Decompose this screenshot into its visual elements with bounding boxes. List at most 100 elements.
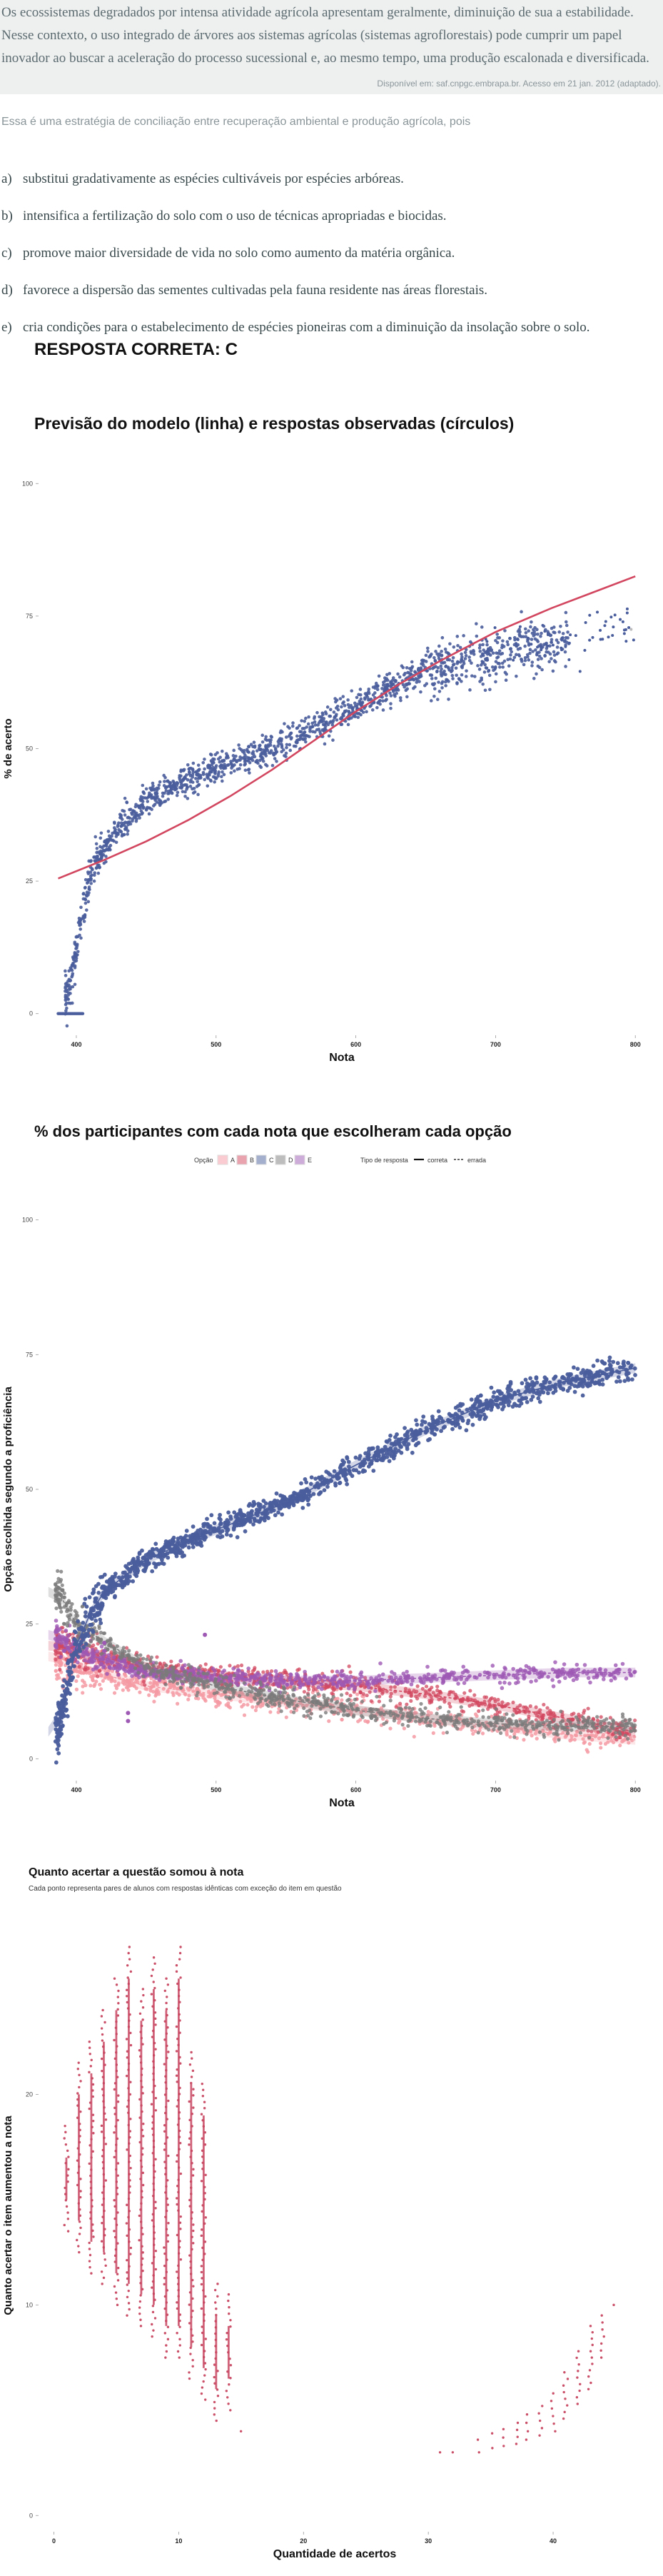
chart2-point-e bbox=[163, 1668, 168, 1672]
chart1-observed-point bbox=[527, 643, 531, 647]
chart2-point-d bbox=[280, 1674, 284, 1679]
chart2-point-e bbox=[260, 1696, 264, 1701]
chart2-point-b bbox=[348, 1670, 353, 1674]
chart2-point-a bbox=[54, 1663, 59, 1667]
chart2-point-b bbox=[582, 1709, 587, 1713]
chart1-observed-point bbox=[196, 780, 199, 784]
chart1-observed-point bbox=[625, 611, 629, 615]
chart2-point-b bbox=[462, 1691, 467, 1695]
chart2-point-e bbox=[302, 1706, 306, 1711]
chart1-observed-point bbox=[130, 812, 134, 816]
chart1-observed-point bbox=[243, 760, 247, 764]
chart2-point-c bbox=[102, 1572, 107, 1577]
chart1-observed-point bbox=[65, 981, 69, 985]
chart2-point-e bbox=[56, 1569, 60, 1573]
chart2-point-a bbox=[618, 1744, 622, 1748]
chart2-point-c bbox=[546, 1391, 550, 1396]
chart2-point-d bbox=[609, 1678, 614, 1683]
chart1-observed-point bbox=[108, 836, 112, 840]
chart2-point-e bbox=[351, 1701, 356, 1706]
chart1-observed-point bbox=[346, 723, 350, 727]
chart2-point-d bbox=[179, 1673, 184, 1677]
chart2-point-d bbox=[322, 1674, 326, 1679]
chart1-observed-point bbox=[194, 777, 198, 780]
chart1-observed-point bbox=[603, 624, 607, 628]
chart1-observed-point bbox=[564, 610, 568, 615]
chart1-observed-point bbox=[64, 986, 67, 990]
chart2-point-a bbox=[606, 1740, 610, 1744]
chart1-observed-point bbox=[567, 641, 571, 645]
chart1-observed-point bbox=[366, 698, 370, 702]
chart1-observed-point bbox=[170, 785, 174, 788]
chart2-band-a bbox=[48, 1651, 636, 1745]
chart1-observed-point bbox=[113, 821, 116, 825]
chart2-point-a bbox=[143, 1686, 148, 1691]
option-text: intensifica a fertilização do solo com o… bbox=[23, 208, 447, 223]
chart2-point-b bbox=[467, 1704, 472, 1708]
legend-swatch-c bbox=[255, 1154, 267, 1165]
chart1-observed-point bbox=[523, 658, 527, 663]
chart1-model-line bbox=[58, 575, 636, 880]
chart2-point-a bbox=[621, 1739, 625, 1743]
chart2-point-e bbox=[511, 1713, 515, 1717]
chart2-point-e bbox=[425, 1724, 430, 1728]
chart1-observed-point bbox=[447, 668, 451, 672]
chart1-observed-point bbox=[201, 760, 206, 765]
chart1-observed-point bbox=[238, 763, 243, 767]
chart1-observed-point bbox=[596, 610, 599, 614]
chart2-point-e bbox=[192, 1679, 197, 1683]
chart2-point-d bbox=[335, 1683, 340, 1688]
chart1-observed-point bbox=[83, 886, 87, 890]
chart1-observed-point bbox=[495, 656, 499, 660]
chart2-point-c bbox=[82, 1601, 87, 1606]
chart2-point-e bbox=[268, 1686, 272, 1691]
chart1-observed-point bbox=[99, 831, 103, 835]
chart2-point-b bbox=[439, 1691, 443, 1695]
chart2-point-a bbox=[581, 1737, 585, 1741]
chart1-observed-point bbox=[323, 742, 327, 746]
chart2-point-d bbox=[241, 1672, 245, 1677]
chart2-point-e bbox=[527, 1721, 532, 1726]
chart2-point-c bbox=[65, 1714, 70, 1719]
chart1-observed-point bbox=[424, 660, 428, 663]
chart2-point-b bbox=[77, 1664, 81, 1669]
chart2-point-b bbox=[492, 1697, 497, 1701]
chart2-point-e bbox=[339, 1704, 343, 1708]
chart2-point-b bbox=[470, 1703, 475, 1707]
chart1-observed-point bbox=[89, 859, 93, 862]
chart1-observed-point bbox=[283, 722, 286, 725]
chart1-observed-point bbox=[94, 866, 98, 870]
chart2-point-c bbox=[572, 1389, 577, 1394]
chart2-line-d bbox=[57, 1634, 636, 1681]
chart2-point-b bbox=[228, 1664, 232, 1668]
chart1-observed-point bbox=[440, 680, 445, 684]
chart2-point-e bbox=[242, 1681, 246, 1685]
chart1-observed-point bbox=[526, 639, 530, 643]
chart1-observed-point bbox=[470, 651, 473, 655]
chart2-point-e bbox=[428, 1719, 432, 1724]
chart1-observed-point bbox=[330, 723, 335, 727]
chart2-point-d bbox=[546, 1674, 550, 1679]
chart2-point-e bbox=[323, 1711, 328, 1715]
chart1-observed-point bbox=[444, 664, 448, 668]
chart2-point-a bbox=[359, 1711, 363, 1715]
chart1-observed-point bbox=[393, 694, 397, 698]
chart1-observed-point bbox=[87, 887, 91, 891]
chart1-observed-point bbox=[480, 676, 483, 680]
chart1-observed-point bbox=[400, 664, 404, 668]
chart1-observed-point bbox=[221, 770, 224, 774]
chart2-ytick-label: 50 bbox=[26, 1486, 33, 1493]
chart2-point-b bbox=[439, 1696, 444, 1701]
chart2-point-b bbox=[586, 1729, 590, 1733]
chart1-observed-point bbox=[140, 804, 144, 807]
option-b: b) intensifica a fertilização do solo com… bbox=[1, 208, 447, 224]
chart2-point-e bbox=[568, 1720, 572, 1724]
chart1-observed-point bbox=[79, 922, 83, 927]
chart2-point-d bbox=[448, 1672, 453, 1676]
chart2-point-d bbox=[330, 1676, 335, 1681]
chart1-observed-point bbox=[161, 794, 165, 798]
chart2-point-d bbox=[570, 1673, 575, 1677]
chart2-point-e bbox=[57, 1603, 62, 1608]
chart2-point-d bbox=[313, 1676, 318, 1680]
chart2-point-e bbox=[406, 1719, 410, 1724]
